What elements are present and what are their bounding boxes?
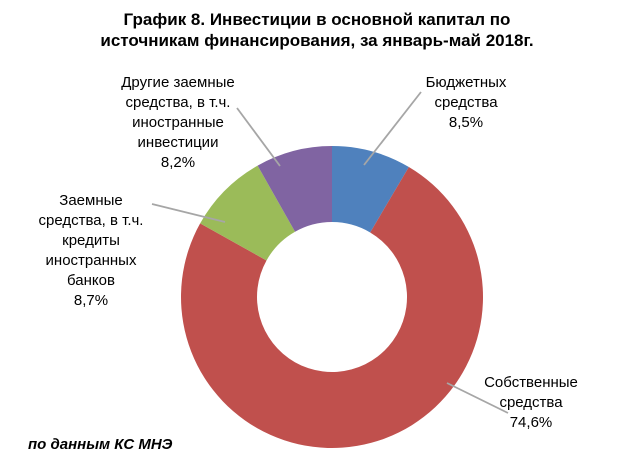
source-note: по данным КС МНЭ: [28, 436, 173, 453]
callout-own-funds: Собственные средства 74,6%: [484, 374, 578, 431]
callout-borrowed-funds: Заемные средства, в т.ч. кредиты иностра…: [38, 192, 144, 309]
leader-line-budget-funds: [363, 91, 422, 166]
leader-line-other-borrowed-funds: [236, 107, 281, 167]
callout-budget-funds: Бюджетных средства 8,5%: [425, 74, 507, 131]
donut-slice-other-borrowed-funds: [257, 146, 332, 232]
callout-other-borrowed-funds: Другие заемные средства, в т.ч. иностран…: [121, 74, 235, 171]
leader-line-borrowed-funds: [151, 203, 226, 223]
donut-slice-borrowed-funds: [200, 165, 296, 261]
chart-title: График 8. Инвестиции в основной капитал …: [100, 10, 534, 50]
donut-slice-budget-funds: [332, 146, 409, 233]
donut-slice-own-funds: [181, 167, 484, 449]
leader-line-own-funds: [446, 382, 509, 414]
